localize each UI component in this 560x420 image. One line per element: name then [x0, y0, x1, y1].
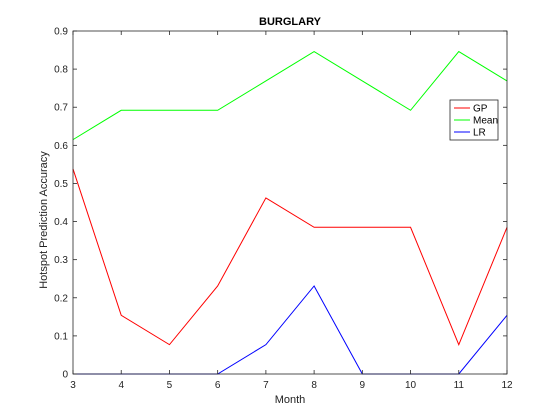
- y-tick-label: 0.2: [54, 293, 68, 304]
- legend-entry-mean: Mean: [473, 116, 498, 127]
- series-line-gp: [72, 168, 508, 346]
- axes-box: [72, 30, 508, 375]
- x-tick-label: 4: [118, 380, 124, 391]
- x-tick-label: 6: [215, 380, 221, 391]
- y-tick-label: 0.7: [54, 103, 68, 114]
- x-axis-ticks: 3 4 5 6 7 8 9 10 11 12: [70, 31, 513, 391]
- plot-background: [73, 31, 507, 374]
- x-axis-label: Month: [275, 394, 306, 406]
- legend-entry-gp: GP: [473, 104, 488, 115]
- y-tick-label: 0.8: [54, 65, 68, 76]
- x-tick-label: 3: [70, 380, 76, 391]
- series-line-mean: [72, 50, 508, 141]
- y-tick-label: 0.4: [54, 217, 68, 228]
- y-tick-label: 0: [62, 370, 68, 381]
- x-tick-label: 11: [454, 380, 465, 391]
- x-tick-label: 8: [311, 380, 317, 391]
- y-axis-label: Hotspot Prediction Accuracy: [38, 151, 50, 289]
- y-tick-label: 0.9: [54, 27, 68, 38]
- legend-entry-lr: LR: [473, 128, 486, 139]
- x-tick-label: 12: [501, 380, 513, 391]
- y-tick-label: 0.3: [54, 255, 68, 266]
- chart-title: BURGLARY: [259, 16, 322, 28]
- plot-area: [73, 31, 507, 374]
- axes: [72, 30, 508, 375]
- y-axis-ticks: 0 0.1 0.2 0.3 0.4 0.5 0.6 0.7 0.8 0.9: [54, 27, 507, 381]
- x-tick-label: 10: [405, 380, 417, 391]
- x-tick-label: 9: [360, 380, 366, 391]
- y-tick-label: 0.5: [54, 179, 68, 190]
- x-tick-label: 7: [263, 380, 269, 391]
- y-tick-label: 0.6: [54, 141, 68, 152]
- x-tick-label: 5: [167, 380, 173, 391]
- y-tick-label: 0.1: [54, 331, 68, 342]
